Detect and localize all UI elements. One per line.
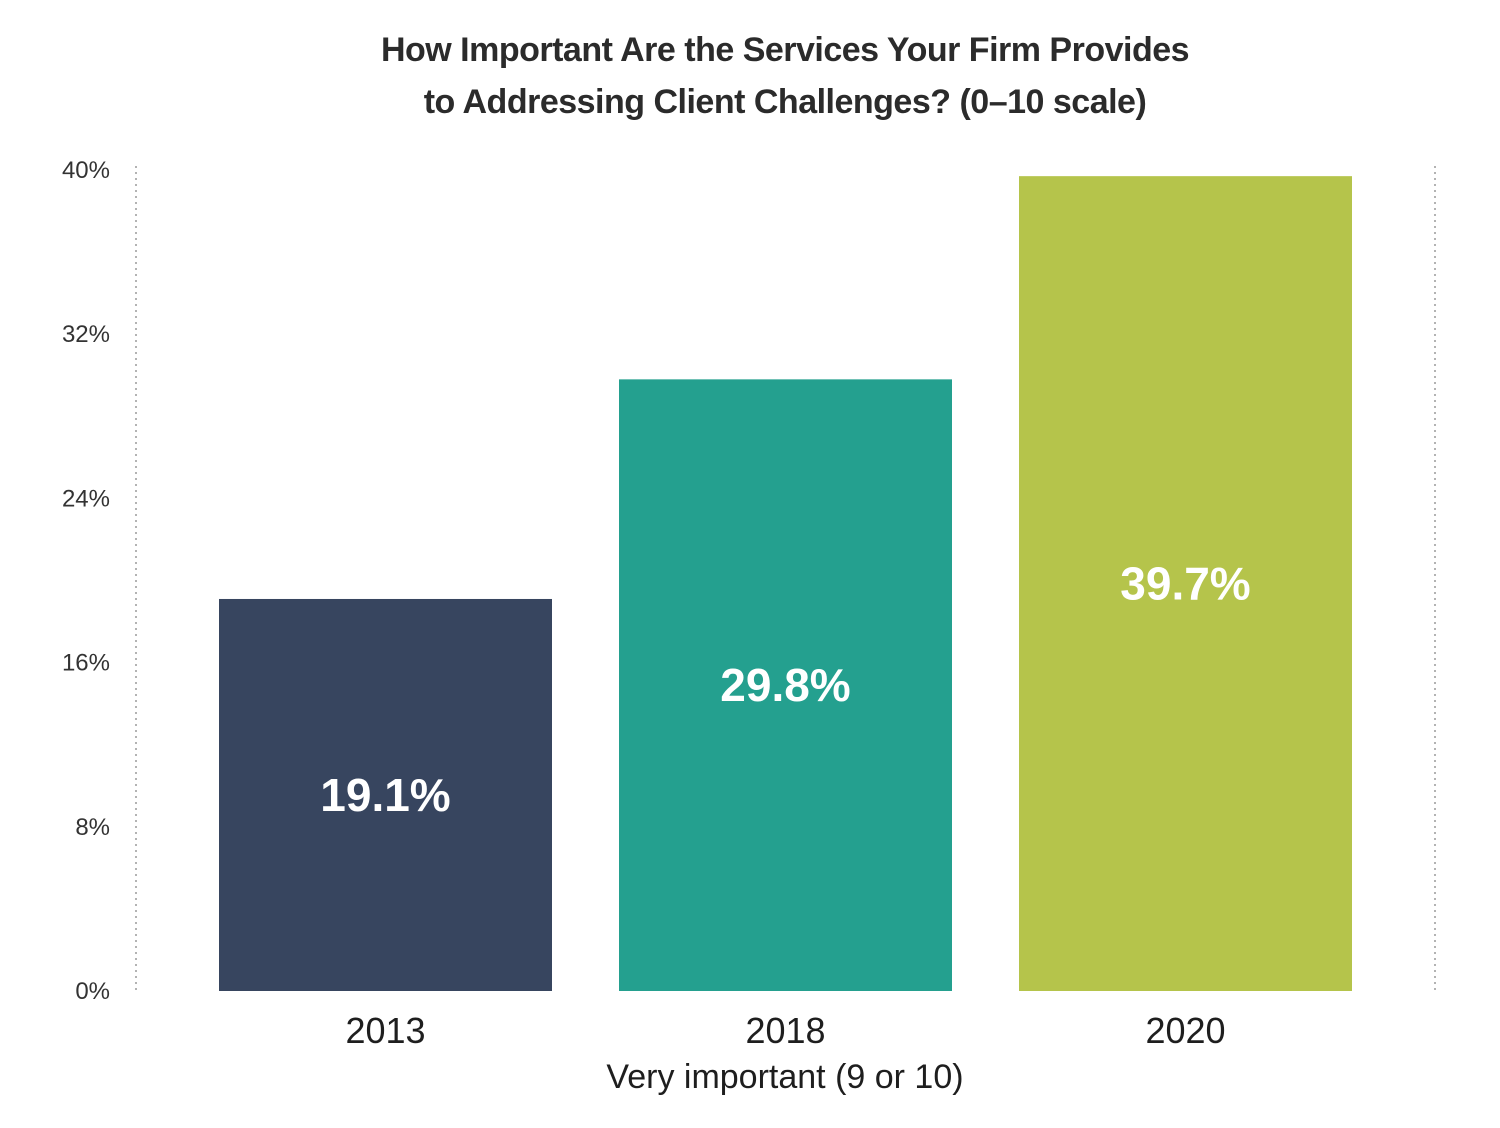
bars: [219, 176, 1352, 992]
chart-title: How Important Are the Services Your Firm…: [0, 24, 1500, 128]
x-tick-label-2018: 2018: [745, 1010, 825, 1051]
bar-2018: [619, 379, 952, 992]
y-tick-label: 16%: [62, 650, 110, 677]
y-tick-label: 32%: [62, 321, 110, 348]
bar-2013: [219, 598, 552, 991]
y-axis: 0% 8% 16% 24% 32% 40%: [62, 157, 110, 1005]
chart-title-line-1: How Important Are the Services Your Firm…: [380, 31, 1190, 69]
x-tick-label-2013: 2013: [345, 1010, 425, 1051]
x-tick-label-2020: 2020: [1145, 1010, 1225, 1051]
data-label-2013: 19.1%: [320, 769, 450, 821]
x-axis: 2013 2018 2020: [345, 1010, 1225, 1051]
y-tick-label: 0%: [75, 978, 110, 1005]
y-tick-label: 8%: [75, 814, 110, 841]
data-label-2020: 39.7%: [1120, 558, 1250, 610]
data-labels: 19.1% 29.8% 39.7%: [320, 558, 1250, 821]
chart-title-line-2: to Addressing Client Challenges? (0–10 s…: [423, 83, 1147, 121]
bar-2020: [1019, 176, 1352, 992]
data-label-2018: 29.8%: [720, 659, 850, 711]
y-tick-label: 40%: [62, 157, 110, 184]
x-axis-title: Very important (9 or 10): [606, 1058, 964, 1096]
y-tick-label: 24%: [62, 485, 110, 512]
